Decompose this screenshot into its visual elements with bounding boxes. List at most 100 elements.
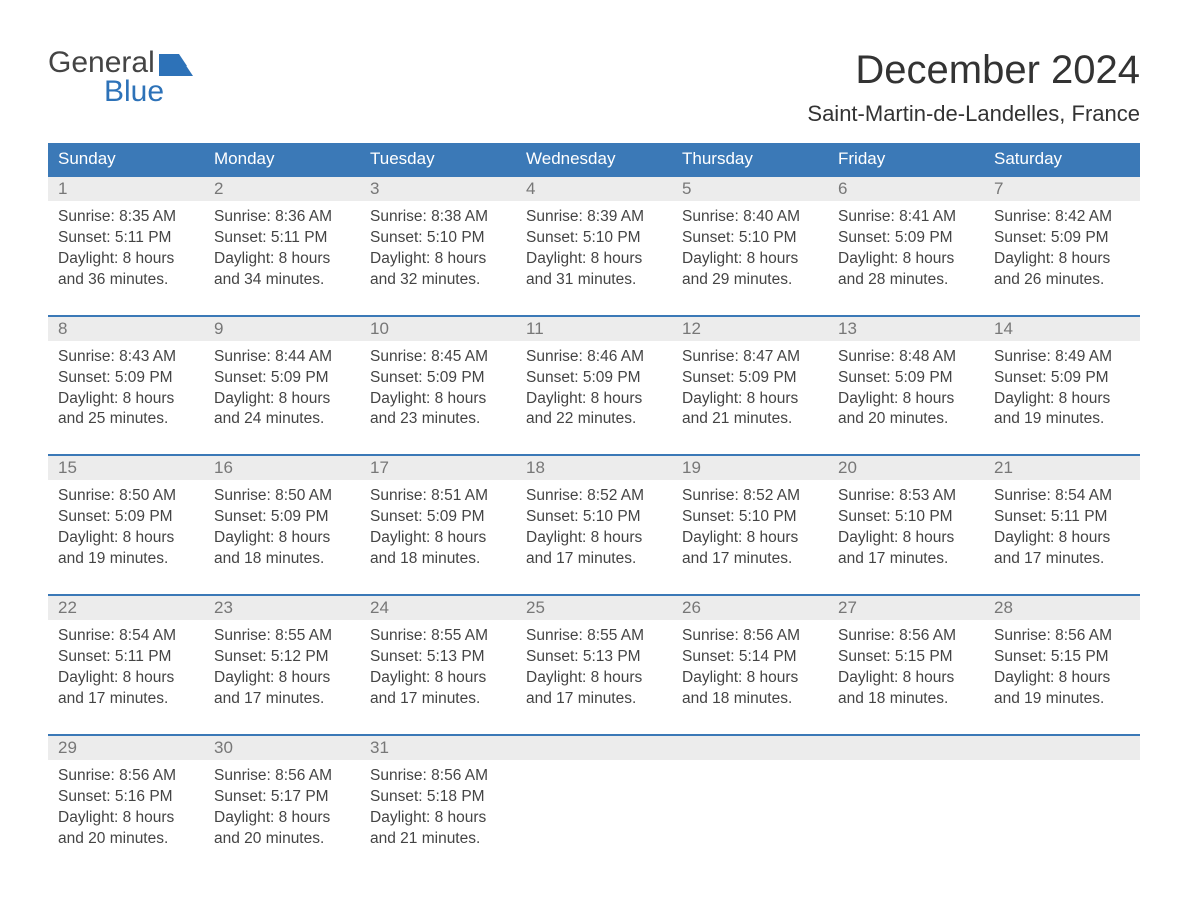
daylight-line2: and 36 minutes. [58,270,194,291]
sunrise-line: Sunrise: 8:50 AM [214,486,350,507]
calendar-day-cell: Sunrise: 8:36 AMSunset: 5:11 PMDaylight:… [204,201,360,293]
day-number: 6 [828,177,984,201]
daylight-line2: and 19 minutes. [994,689,1130,710]
daynum-row: 22232425262728 [48,596,1140,620]
daylight-line1: Daylight: 8 hours [58,389,194,410]
day-number: 12 [672,317,828,341]
calendar-day-cell: Sunrise: 8:39 AMSunset: 5:10 PMDaylight:… [516,201,672,293]
daylight-line1: Daylight: 8 hours [682,389,818,410]
calendar-week: 22232425262728Sunrise: 8:54 AMSunset: 5:… [48,594,1140,712]
sunset-line: Sunset: 5:09 PM [370,507,506,528]
dayname-friday: Friday [828,143,984,175]
daylight-line1: Daylight: 8 hours [994,668,1130,689]
sunrise-line: Sunrise: 8:39 AM [526,207,662,228]
calendar-day-cell: Sunrise: 8:52 AMSunset: 5:10 PMDaylight:… [672,480,828,572]
day-number: 29 [48,736,204,760]
calendar-day-cell: Sunrise: 8:56 AMSunset: 5:17 PMDaylight:… [204,760,360,852]
dayname-header-row: SundayMondayTuesdayWednesdayThursdayFrid… [48,143,1140,175]
day-number [516,736,672,760]
brand-logo: General Blue [48,48,193,107]
day-number: 24 [360,596,516,620]
sunrise-line: Sunrise: 8:56 AM [214,766,350,787]
day-number: 18 [516,456,672,480]
sunset-line: Sunset: 5:15 PM [838,647,974,668]
sunrise-line: Sunrise: 8:49 AM [994,347,1130,368]
dayname-tuesday: Tuesday [360,143,516,175]
sunset-line: Sunset: 5:10 PM [682,507,818,528]
daylight-line2: and 18 minutes. [838,689,974,710]
calendar-day-cell: Sunrise: 8:41 AMSunset: 5:09 PMDaylight:… [828,201,984,293]
location-subtitle: Saint-Martin-de-Landelles, France [807,101,1140,127]
dayname-thursday: Thursday [672,143,828,175]
day-number [984,736,1140,760]
sunrise-line: Sunrise: 8:45 AM [370,347,506,368]
daylight-line1: Daylight: 8 hours [838,389,974,410]
daylight-line2: and 19 minutes. [994,409,1130,430]
sunrise-line: Sunrise: 8:48 AM [838,347,974,368]
page-header: General Blue December 2024 Saint-Martin-… [48,48,1140,127]
daylight-line2: and 18 minutes. [682,689,818,710]
daylight-line1: Daylight: 8 hours [994,249,1130,270]
sunset-line: Sunset: 5:10 PM [370,228,506,249]
week-gap [48,572,1140,594]
sunset-line: Sunset: 5:10 PM [526,228,662,249]
daylight-line2: and 21 minutes. [370,829,506,850]
day-number: 1 [48,177,204,201]
daylight-line1: Daylight: 8 hours [58,249,194,270]
daylight-line1: Daylight: 8 hours [58,668,194,689]
sunrise-line: Sunrise: 8:55 AM [370,626,506,647]
sunrise-line: Sunrise: 8:41 AM [838,207,974,228]
daylight-line2: and 17 minutes. [526,689,662,710]
daylight-line1: Daylight: 8 hours [214,668,350,689]
daylight-line1: Daylight: 8 hours [370,389,506,410]
daylight-line1: Daylight: 8 hours [214,528,350,549]
sunset-line: Sunset: 5:09 PM [994,228,1130,249]
sunrise-line: Sunrise: 8:56 AM [682,626,818,647]
calendar-day-cell: Sunrise: 8:50 AMSunset: 5:09 PMDaylight:… [48,480,204,572]
calendar-day-cell: Sunrise: 8:43 AMSunset: 5:09 PMDaylight:… [48,341,204,433]
calendar-day-cell: Sunrise: 8:47 AMSunset: 5:09 PMDaylight:… [672,341,828,433]
dayname-sunday: Sunday [48,143,204,175]
calendar-week: 891011121314Sunrise: 8:43 AMSunset: 5:09… [48,315,1140,433]
day-number: 5 [672,177,828,201]
daylight-line1: Daylight: 8 hours [838,668,974,689]
calendar-day-cell: Sunrise: 8:46 AMSunset: 5:09 PMDaylight:… [516,341,672,433]
week-gap [48,293,1140,315]
sunrise-line: Sunrise: 8:40 AM [682,207,818,228]
daylight-line1: Daylight: 8 hours [370,668,506,689]
daylight-line2: and 32 minutes. [370,270,506,291]
daynum-row: 1234567 [48,177,1140,201]
daylight-line1: Daylight: 8 hours [682,528,818,549]
sunset-line: Sunset: 5:16 PM [58,787,194,808]
daylight-line2: and 20 minutes. [58,829,194,850]
sunrise-line: Sunrise: 8:36 AM [214,207,350,228]
month-title: December 2024 [807,48,1140,93]
daylight-line2: and 17 minutes. [994,549,1130,570]
sunset-line: Sunset: 5:18 PM [370,787,506,808]
calendar-day-cell: Sunrise: 8:54 AMSunset: 5:11 PMDaylight:… [984,480,1140,572]
daylight-line1: Daylight: 8 hours [526,668,662,689]
day-number [672,736,828,760]
daylight-line1: Daylight: 8 hours [214,808,350,829]
day-number: 26 [672,596,828,620]
daylight-line2: and 17 minutes. [682,549,818,570]
daylight-line2: and 17 minutes. [214,689,350,710]
daylight-line2: and 28 minutes. [838,270,974,291]
daylight-line2: and 20 minutes. [838,409,974,430]
title-block: December 2024 Saint-Martin-de-Landelles,… [807,48,1140,127]
calendar-week: 15161718192021Sunrise: 8:50 AMSunset: 5:… [48,454,1140,572]
daylight-line1: Daylight: 8 hours [526,389,662,410]
sunrise-line: Sunrise: 8:55 AM [526,626,662,647]
sunset-line: Sunset: 5:11 PM [58,228,194,249]
day-number: 21 [984,456,1140,480]
daylight-line1: Daylight: 8 hours [994,389,1130,410]
day-number: 15 [48,456,204,480]
sunrise-line: Sunrise: 8:52 AM [682,486,818,507]
calendar-day-cell: Sunrise: 8:55 AMSunset: 5:13 PMDaylight:… [360,620,516,712]
sunrise-line: Sunrise: 8:53 AM [838,486,974,507]
sunset-line: Sunset: 5:11 PM [58,647,194,668]
daylight-line2: and 25 minutes. [58,409,194,430]
calendar-day-cell: Sunrise: 8:51 AMSunset: 5:09 PMDaylight:… [360,480,516,572]
sunset-line: Sunset: 5:09 PM [838,228,974,249]
daylight-line2: and 17 minutes. [526,549,662,570]
